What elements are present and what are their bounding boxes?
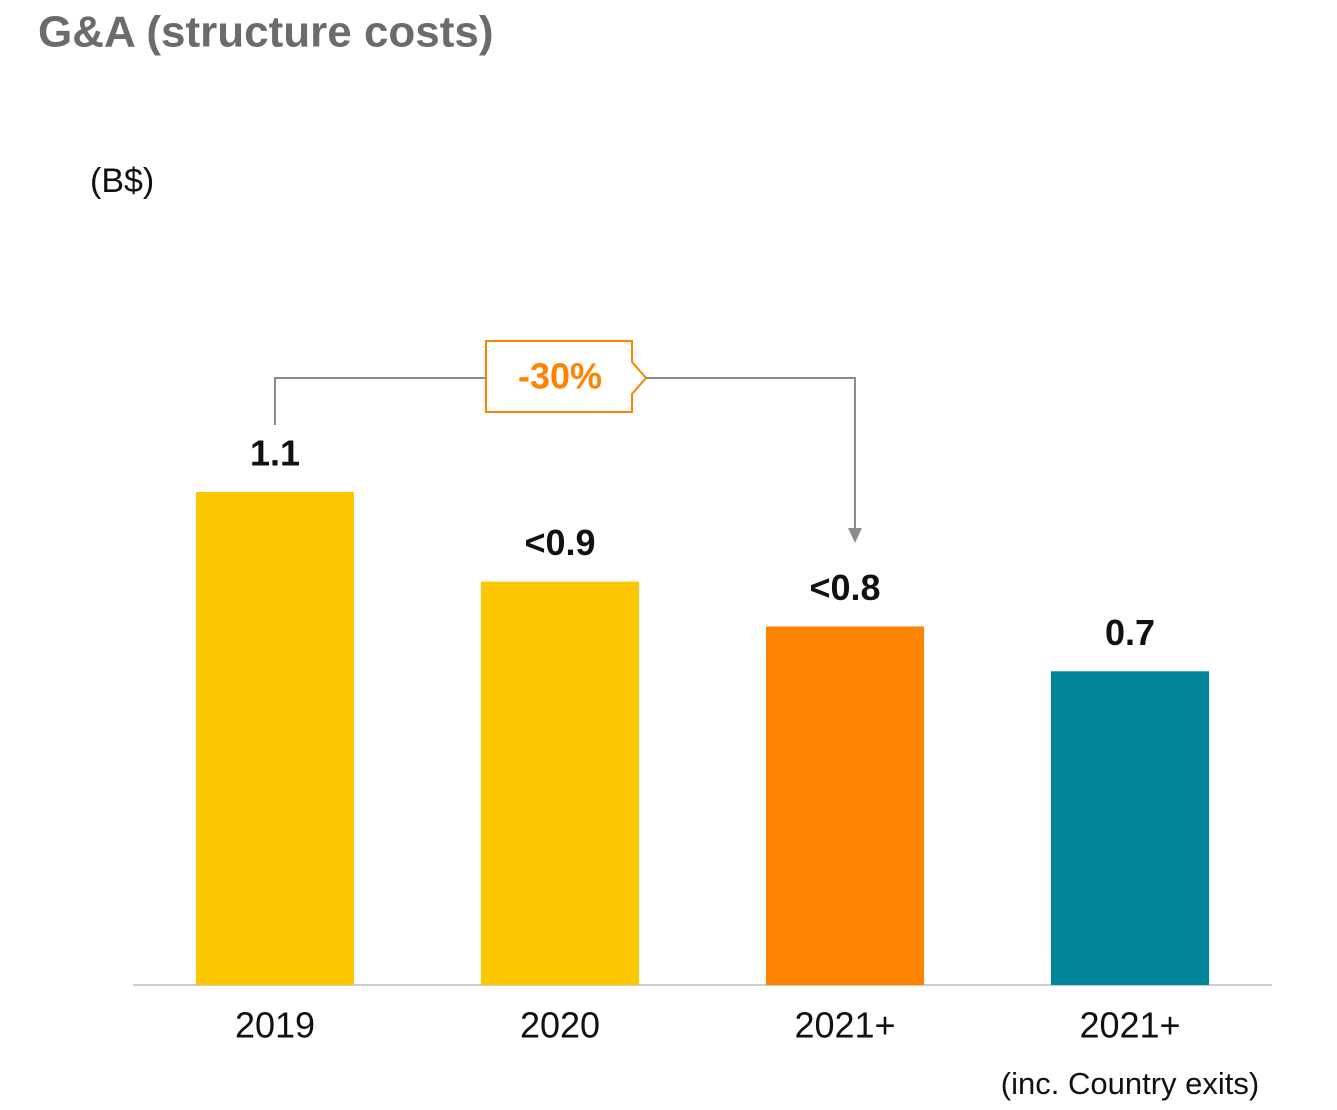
change-bracket: -30% <box>274 340 862 543</box>
change-box <box>485 340 648 413</box>
change-label: -30% <box>518 356 602 397</box>
bar <box>196 492 354 985</box>
bar <box>481 581 639 985</box>
chart-title: G&A (structure costs) <box>38 8 494 57</box>
x-tick-label: 2020 <box>520 1005 600 1046</box>
bar <box>766 626 924 985</box>
value-label: <0.8 <box>809 567 880 608</box>
unit-label: (B$) <box>90 162 154 200</box>
value-label: 0.7 <box>1105 612 1155 653</box>
value-label: <0.9 <box>524 522 595 563</box>
bracket-line <box>274 377 486 425</box>
category-note: (inc. Country exits) <box>1001 1066 1259 1101</box>
x-tick-label: 2019 <box>235 1005 315 1046</box>
value-label: 1.1 <box>250 433 300 474</box>
x-tick-label: 2021+ <box>1079 1005 1180 1046</box>
bracket-line <box>646 377 856 530</box>
x-tick-label: 2021+ <box>794 1005 895 1046</box>
arrow-head <box>848 528 862 543</box>
bar <box>1051 671 1209 985</box>
